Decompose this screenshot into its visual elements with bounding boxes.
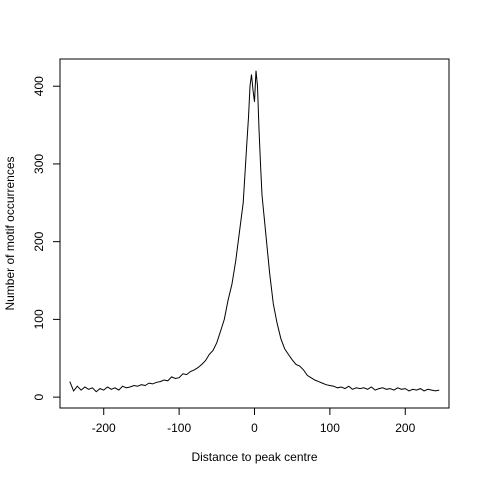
data-series-line bbox=[69, 70, 440, 393]
y-axis-label: Number of motif occurrences bbox=[3, 156, 17, 310]
x-tick-label: 0 bbox=[251, 421, 258, 435]
y-tick-label: 0 bbox=[32, 393, 46, 400]
x-tick-label: -200 bbox=[92, 421, 116, 435]
x-axis-label: Distance to peak centre bbox=[191, 450, 317, 464]
y-axis: 0 100 200 300 400 bbox=[32, 76, 61, 400]
x-tick-label: -100 bbox=[167, 421, 191, 435]
y-tick-label: 200 bbox=[32, 231, 46, 251]
y-tick-label: 400 bbox=[32, 76, 46, 96]
x-tick-label: 200 bbox=[395, 421, 415, 435]
x-axis: -200 -100 0 100 200 bbox=[92, 407, 416, 435]
x-tick-label: 100 bbox=[320, 421, 340, 435]
y-tick-label: 300 bbox=[32, 154, 46, 174]
y-tick-label: 100 bbox=[32, 309, 46, 329]
